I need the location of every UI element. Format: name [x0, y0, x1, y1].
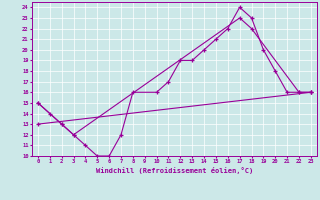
X-axis label: Windchill (Refroidissement éolien,°C): Windchill (Refroidissement éolien,°C)	[96, 167, 253, 174]
